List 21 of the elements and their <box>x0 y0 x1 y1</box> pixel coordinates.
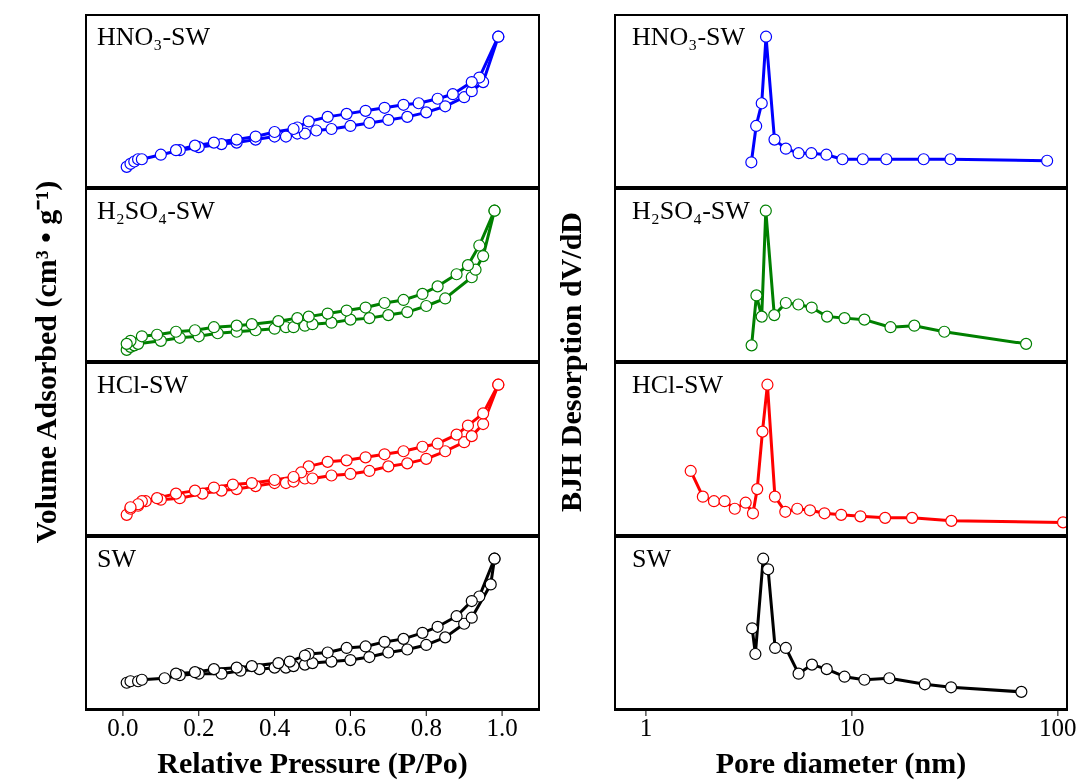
chart-title: HNO₃-SW <box>97 22 211 52</box>
x-tick-label: 0.2 <box>183 713 215 741</box>
y-axis-title: Volume Adsorbed (cm³ • g⁻¹) <box>27 180 63 544</box>
x-tick-label: 0.4 <box>258 713 291 741</box>
y-axis-title: BJH Desorption dV/dD <box>554 211 588 513</box>
x-tick-label: 100 <box>1039 713 1077 741</box>
x-tick-label: 0.0 <box>107 713 139 741</box>
chart-title: HCl-SW <box>632 370 723 400</box>
x-tick-label: 0.6 <box>334 713 367 741</box>
x-tick-label: 1.0 <box>486 713 518 741</box>
chart-title: HNO₃-SW <box>632 22 746 52</box>
chart-title: H₂SO₄-SW <box>632 196 750 226</box>
chart-title: HCl-SW <box>97 370 188 400</box>
chart-title: SW <box>632 544 671 574</box>
x-tick-label: 10 <box>839 713 865 741</box>
x-axis-title: Relative Pressure (P/Po) <box>156 746 469 780</box>
x-tick-label: 1 <box>639 713 653 741</box>
x-axis-title: Pore diameter (nm) <box>714 746 968 780</box>
chart-title: H₂SO₄-SW <box>97 196 215 226</box>
chart-title: SW <box>97 544 136 574</box>
x-tick-label: 0.8 <box>410 713 442 741</box>
